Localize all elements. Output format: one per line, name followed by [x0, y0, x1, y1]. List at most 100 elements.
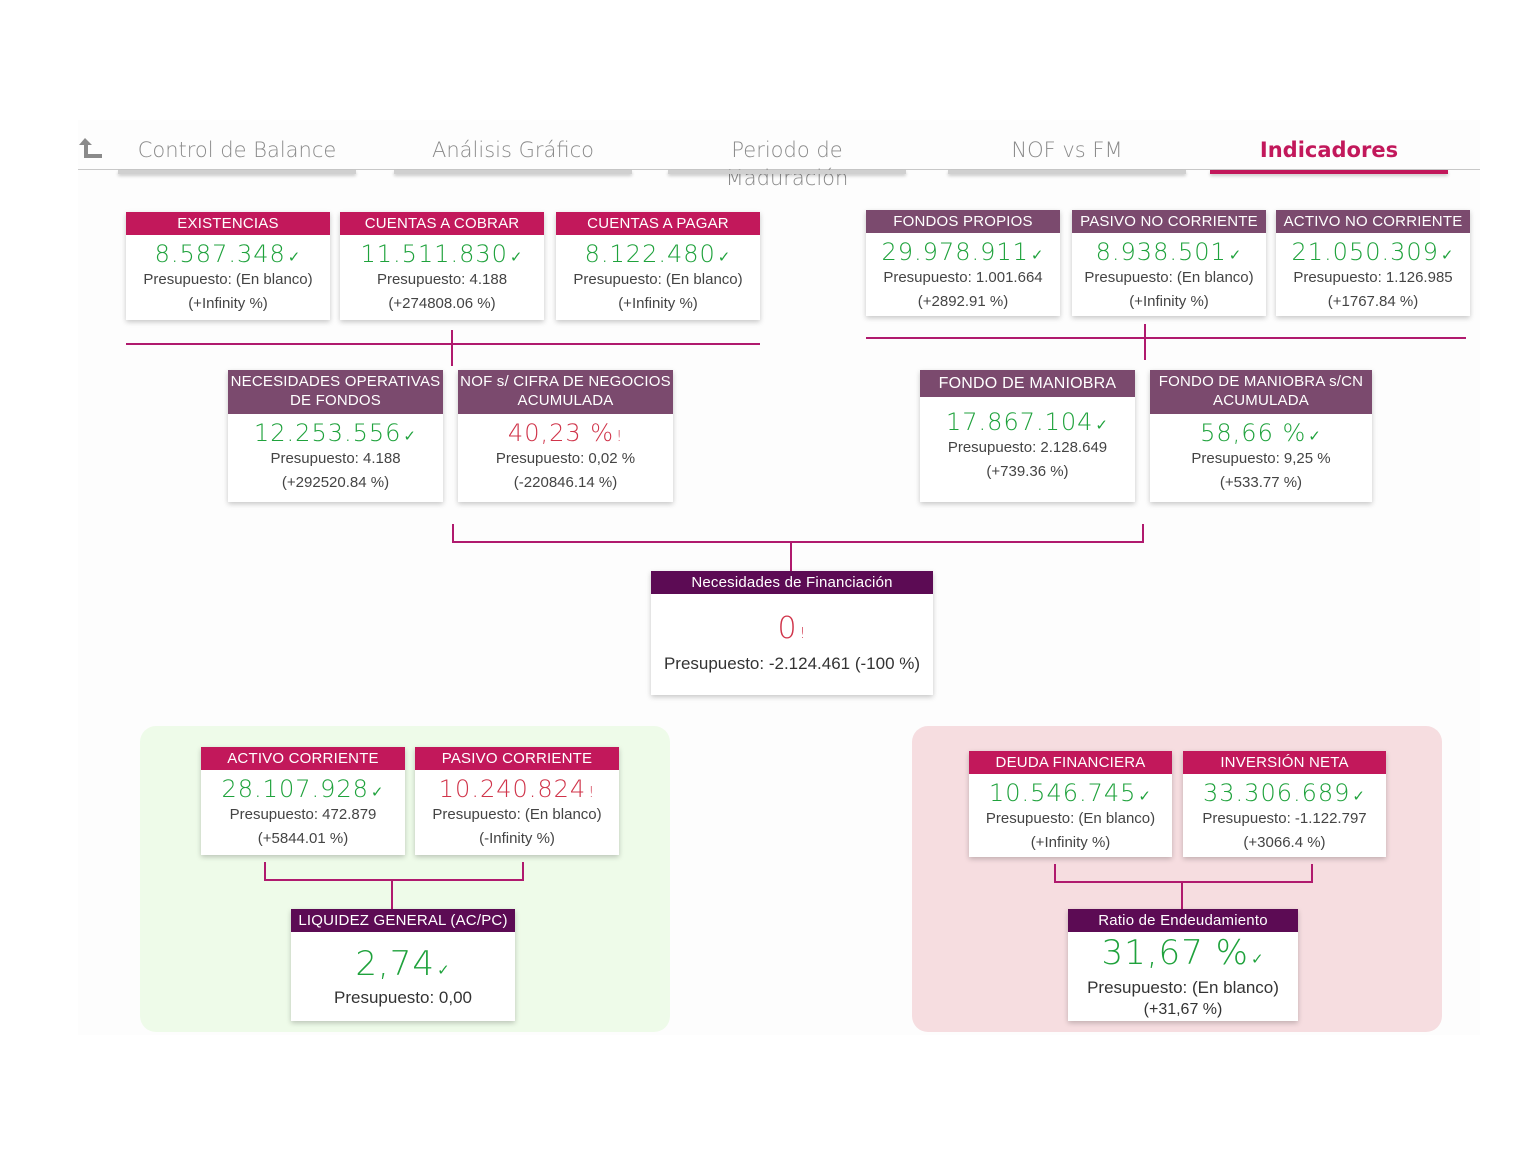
kpi-value: 33.306.689 ✓: [1183, 780, 1386, 809]
kpi-liquidez-general[interactable]: LIQUIDEZ GENERAL (AC/PC) 2,74 ✓ Presupues…: [291, 909, 515, 1021]
kpi-pasivo-corriente[interactable]: PASIVO CORRIENTE 10.240.824! Presupuesto…: [415, 747, 619, 855]
connector-line: [126, 343, 760, 345]
value-text: 10.546.745: [989, 779, 1137, 807]
kpi-inversion-neta[interactable]: INVERSIÓN NETA 33.306.689 ✓ Presupuesto: …: [1183, 751, 1386, 857]
value-text: 8.587.348: [154, 240, 286, 268]
kpi-change: (+533.77 %): [1219, 474, 1303, 491]
connector-line: [391, 879, 393, 909]
kpi-budget: Presupuesto: 9,25 %: [1191, 450, 1331, 467]
kpi-budget: Presupuesto: 0,02 %: [495, 450, 636, 467]
check-icon: ✓: [1440, 246, 1455, 264]
value-text: 31,67 %: [1101, 933, 1249, 973]
kpi-change: (+739.36 %): [986, 463, 1069, 480]
kpi-title: DEUDA FINANCIERA: [969, 751, 1172, 774]
kpi-fondo-maniobra-cn[interactable]: FONDO DE MANIOBRA s/CN ACUMULADA 58,66 % ✓…: [1150, 370, 1372, 502]
value-text: 11.511.830: [360, 240, 508, 268]
title-line: ACUMULADA: [517, 392, 614, 409]
value-text: 33.306.689: [1203, 779, 1351, 807]
kpi-change: (+31,67 %): [1143, 1001, 1223, 1018]
check-icon: ✓: [1352, 787, 1366, 805]
kpi-title: Necesidades de Financiación: [651, 571, 933, 594]
check-icon: ✓: [1095, 416, 1109, 434]
kpi-activo-corriente[interactable]: ACTIVO CORRIENTE 28.107.928 ✓ Presupuesto…: [201, 747, 405, 855]
tab-label: Control de Balance: [137, 138, 337, 162]
kpi-value: 17.867.104 ✓: [920, 409, 1135, 438]
check-icon: ✓: [717, 248, 732, 266]
kpi-budget: Presupuesto: -1.122.797: [1202, 810, 1367, 827]
kpi-change: (+Infinity %): [1030, 834, 1111, 851]
connector-line: [1144, 324, 1146, 360]
kpi-ratio-endeudamiento[interactable]: Ratio de Endeudamiento 31,67 % ✓ Presupue…: [1068, 909, 1298, 1021]
kpi-title: PASIVO NO CORRIENTE: [1072, 210, 1266, 233]
tab-periodo-de-maduracion[interactable]: Periodo de Maduración: [668, 136, 906, 190]
kpi-deuda-financiera[interactable]: DEUDA FINANCIERA 10.546.745 ✓ Presupuesto…: [969, 751, 1172, 857]
kpi-value: 11.511.830 ✓: [340, 241, 544, 270]
kpi-value: 29.978.911 ✓: [866, 239, 1060, 268]
title-line: NECESIDADES OPERATIVAS: [230, 373, 441, 390]
kpi-nof-cifra-negocios[interactable]: NOF s/ CIFRA DE NEGOCIOS ACUMULADA 40,23 …: [458, 370, 673, 502]
kpi-budget: Presupuesto: 1.126.985: [1293, 269, 1453, 286]
kpi-existencias[interactable]: EXISTENCIAS 8.587.348 ✓ Presupuesto: (En …: [126, 212, 330, 320]
value-text: 28.107.928: [221, 775, 369, 803]
tab-underline: [948, 170, 1186, 174]
check-icon: ✓: [287, 248, 302, 266]
tab-label: Análisis Gráfico: [431, 138, 594, 162]
value-text: 17.867.104: [946, 408, 1094, 436]
kpi-title: ACTIVO CORRIENTE: [201, 747, 405, 770]
value-text: 21.050.309: [1291, 238, 1439, 266]
kpi-change: (-220846.14 %): [513, 474, 618, 491]
nav-divider: [78, 169, 1480, 170]
kpi-nof[interactable]: NECESIDADES OPERATIVAS DE FONDOS 12.253.5…: [228, 370, 443, 502]
kpi-budget: Presupuesto: (En blanco): [985, 810, 1156, 827]
kpi-budget: Presupuesto: 1.001.664: [883, 269, 1043, 286]
kpi-pasivo-no-corriente[interactable]: PASIVO NO CORRIENTE 8.938.501 ✓ Presupues…: [1072, 210, 1266, 316]
tab-analisis-grafico[interactable]: Análisis Gráfico: [394, 136, 632, 174]
kpi-value: 8.122.480 ✓: [556, 241, 760, 270]
tab-control-de-balance[interactable]: Control de Balance: [118, 136, 356, 174]
tab-underline: [1210, 170, 1448, 174]
connector-line: [522, 862, 524, 880]
kpi-value: 10.240.824!: [415, 776, 619, 805]
kpi-activo-no-corriente[interactable]: ACTIVO NO CORRIENTE 21.050.309 ✓ Presupue…: [1276, 210, 1470, 316]
kpi-change: (+292520.84 %): [281, 474, 390, 491]
kpi-budget: Presupuesto: 4.188: [270, 450, 401, 467]
kpi-budget: Presupuesto: 0,00: [334, 988, 472, 1007]
tab-underline: [118, 170, 356, 174]
kpi-budget: Presupuesto: (En blanco): [1084, 269, 1254, 286]
kpi-value: 40,23 %!: [458, 420, 673, 449]
value-text: 2,74: [355, 944, 436, 984]
kpi-title: ACTIVO NO CORRIENTE: [1276, 210, 1470, 233]
kpi-value: 12.253.556 ✓: [228, 420, 443, 449]
kpi-title: CUENTAS A COBRAR: [340, 212, 544, 235]
kpi-title: FONDO DE MANIOBRA s/CN ACUMULADA: [1150, 370, 1372, 414]
kpi-cuentas-a-cobrar[interactable]: CUENTAS A COBRAR 11.511.830 ✓ Presupuesto…: [340, 212, 544, 320]
kpi-value: 58,66 % ✓: [1150, 420, 1372, 449]
kpi-title: FONDO DE MANIOBRA: [920, 370, 1135, 397]
kpi-title: INVERSIÓN NETA: [1183, 751, 1386, 774]
alert-icon: !: [799, 624, 807, 642]
kpi-value: 8.587.348 ✓: [126, 241, 330, 270]
connector-line: [1311, 864, 1313, 882]
value-text: 8.122.480: [584, 240, 716, 268]
kpi-title: NECESIDADES OPERATIVAS DE FONDOS: [228, 370, 443, 414]
value-text: 12.253.556: [254, 419, 402, 447]
kpi-fondos-propios[interactable]: FONDOS PROPIOS 29.978.911 ✓ Presupuesto: …: [866, 210, 1060, 316]
connector-line: [790, 541, 792, 571]
tab-indicadores[interactable]: Indicadores: [1210, 136, 1448, 174]
check-icon: ✓: [509, 248, 524, 266]
kpi-budget: Presupuesto: (En blanco): [432, 806, 602, 823]
kpi-title: PASIVO CORRIENTE: [415, 747, 619, 770]
kpi-budget: Presupuesto: (En blanco): [1087, 978, 1279, 997]
back-arrow-icon[interactable]: [76, 134, 106, 164]
kpi-fondo-de-maniobra[interactable]: FONDO DE MANIOBRA 17.867.104 ✓ Presupuest…: [920, 370, 1135, 502]
title-line: ACUMULADA: [1213, 392, 1309, 409]
kpi-necesidades-financiacion[interactable]: Necesidades de Financiación 0! Presupues…: [651, 571, 933, 695]
kpi-budget: Presupuesto: (En blanco): [573, 271, 743, 288]
connector-line: [452, 541, 1144, 543]
kpi-cuentas-a-pagar[interactable]: CUENTAS A PAGAR 8.122.480 ✓ Presupuesto: …: [556, 212, 760, 320]
tab-nof-vs-fm[interactable]: NOF vs FM: [948, 136, 1186, 174]
value-text: 29.978.911: [881, 238, 1029, 266]
kpi-value: 2,74 ✓: [291, 946, 515, 988]
value-text: 40,23 %: [507, 419, 615, 447]
kpi-change: (+3066.4 %): [1243, 834, 1326, 851]
